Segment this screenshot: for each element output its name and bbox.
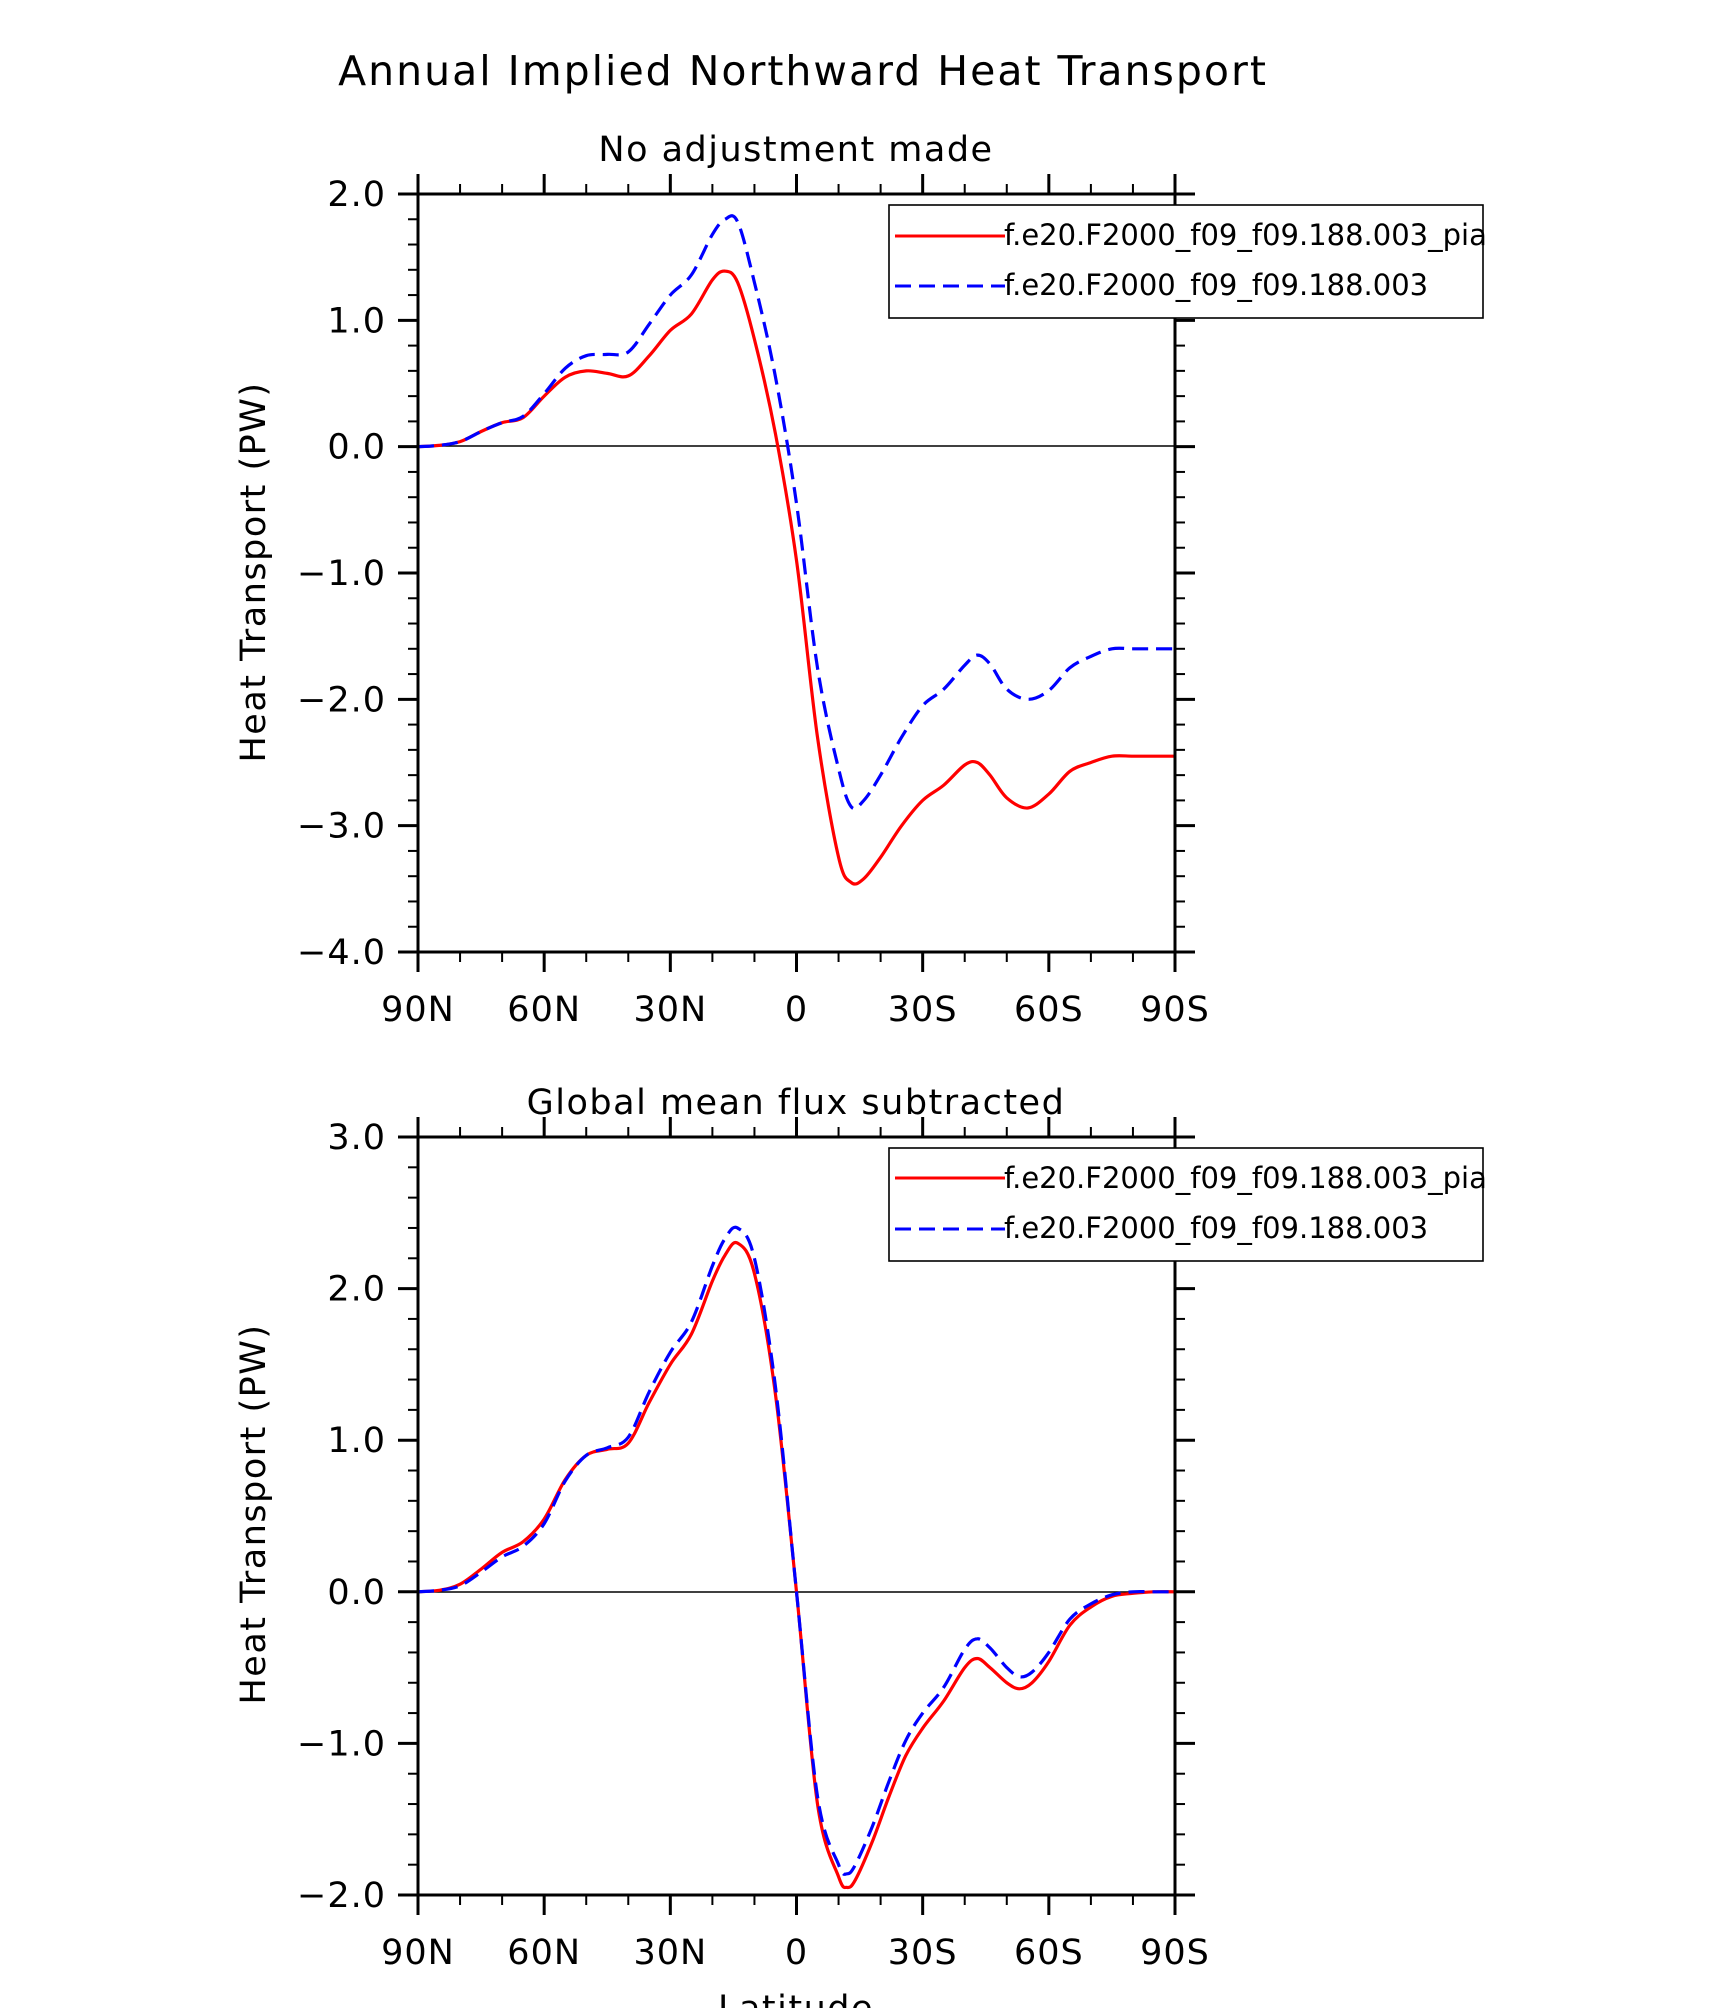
x-tick-label: 90S [1140,990,1210,1030]
tick-labels: −2.0 −1.0 0.0 1.0 2.0 3.0 90N 60N 30N 0 30S 60S 90S [297,1118,1210,1973]
x-tick-label: 0 [785,990,808,1030]
y-tick-label: −1.0 [297,1724,386,1764]
y-axis-label: Heat Transport (PW) [234,381,274,762]
legend: f.e20.F2000_f09_f09.188.003_pia f.e20.F2… [888,1147,1487,1262]
y-tick-label: −2.0 [297,1876,386,1916]
series-layer [417,1225,1176,1890]
x-tick-label: 60N [507,1933,581,1973]
panel-title: Global mean flux subtracted [527,1083,1066,1123]
x-tick-label: 60S [1014,1933,1084,1973]
legend: f.e20.F2000_f09_f09.188.003_pia f.e20.F2… [888,204,1487,319]
series-line-pia [417,269,1175,886]
y-axis-label: Heat Transport (PW) [234,1323,274,1704]
y-tick-label: −1.0 [297,554,386,594]
y-tick-label: 1.0 [327,1421,386,1461]
x-tick-label: 90N [381,990,455,1030]
legend-label-pia: f.e20.F2000_f09_f09.188.003_pia [1004,1161,1487,1195]
series-line-control [417,214,1175,811]
axis-ticks [398,1117,1195,1915]
y-tick-label: −3.0 [297,807,386,847]
x-tick-label: 30N [633,990,707,1030]
y-tick-label: 2.0 [327,1270,386,1310]
y-tick-label: 1.0 [327,301,386,341]
plot-frame [416,192,1177,954]
tick-labels: −4.0 −3.0 −2.0 −1.0 0.0 1.0 2.0 90N 60N 30N 0 30S 60… [297,175,1210,1030]
legend-label-control: f.e20.F2000_f09_f09.188.003 [1004,1211,1428,1245]
legend-box [888,1147,1484,1262]
x-tick-label: 0 [785,1933,808,1973]
legend-label-control: f.e20.F2000_f09_f09.188.003 [1004,268,1428,302]
x-tick-label: 60S [1014,990,1084,1030]
x-tick-label: 30S [888,1933,958,1973]
figure-title: Annual Implied Northward Heat Transport [338,47,1268,95]
y-tick-label: 0.0 [327,428,386,468]
x-tick-label: 90S [1140,1933,1210,1973]
chart-panel-no-adjustment: No adjustment made Heat Transport (PW) −… [234,130,1487,1030]
x-tick-label: 60N [507,990,581,1030]
x-tick-label: 30S [888,990,958,1030]
legend-label-pia: f.e20.F2000_f09_f09.188.003_pia [1004,218,1487,252]
y-tick-label: −4.0 [297,933,386,973]
x-axis-label: Latitude [718,1989,874,2008]
y-tick-label: 0.0 [327,1573,386,1613]
series-line-control [417,1225,1175,1876]
plot-frame [416,1135,1177,1897]
axis-ticks [398,174,1195,972]
legend-box [888,204,1484,319]
chart-panel-global-mean-subtracted: Global mean flux subtracted Heat Transpo… [234,1083,1487,1973]
y-tick-label: 3.0 [327,1118,386,1158]
series-layer [417,214,1175,886]
y-tick-label: −2.0 [297,680,386,720]
y-tick-label: 2.0 [327,175,386,215]
x-tick-label: 90N [381,1933,455,1973]
x-tick-label: 30N [633,1933,707,1973]
panel-title: No adjustment made [598,130,993,170]
